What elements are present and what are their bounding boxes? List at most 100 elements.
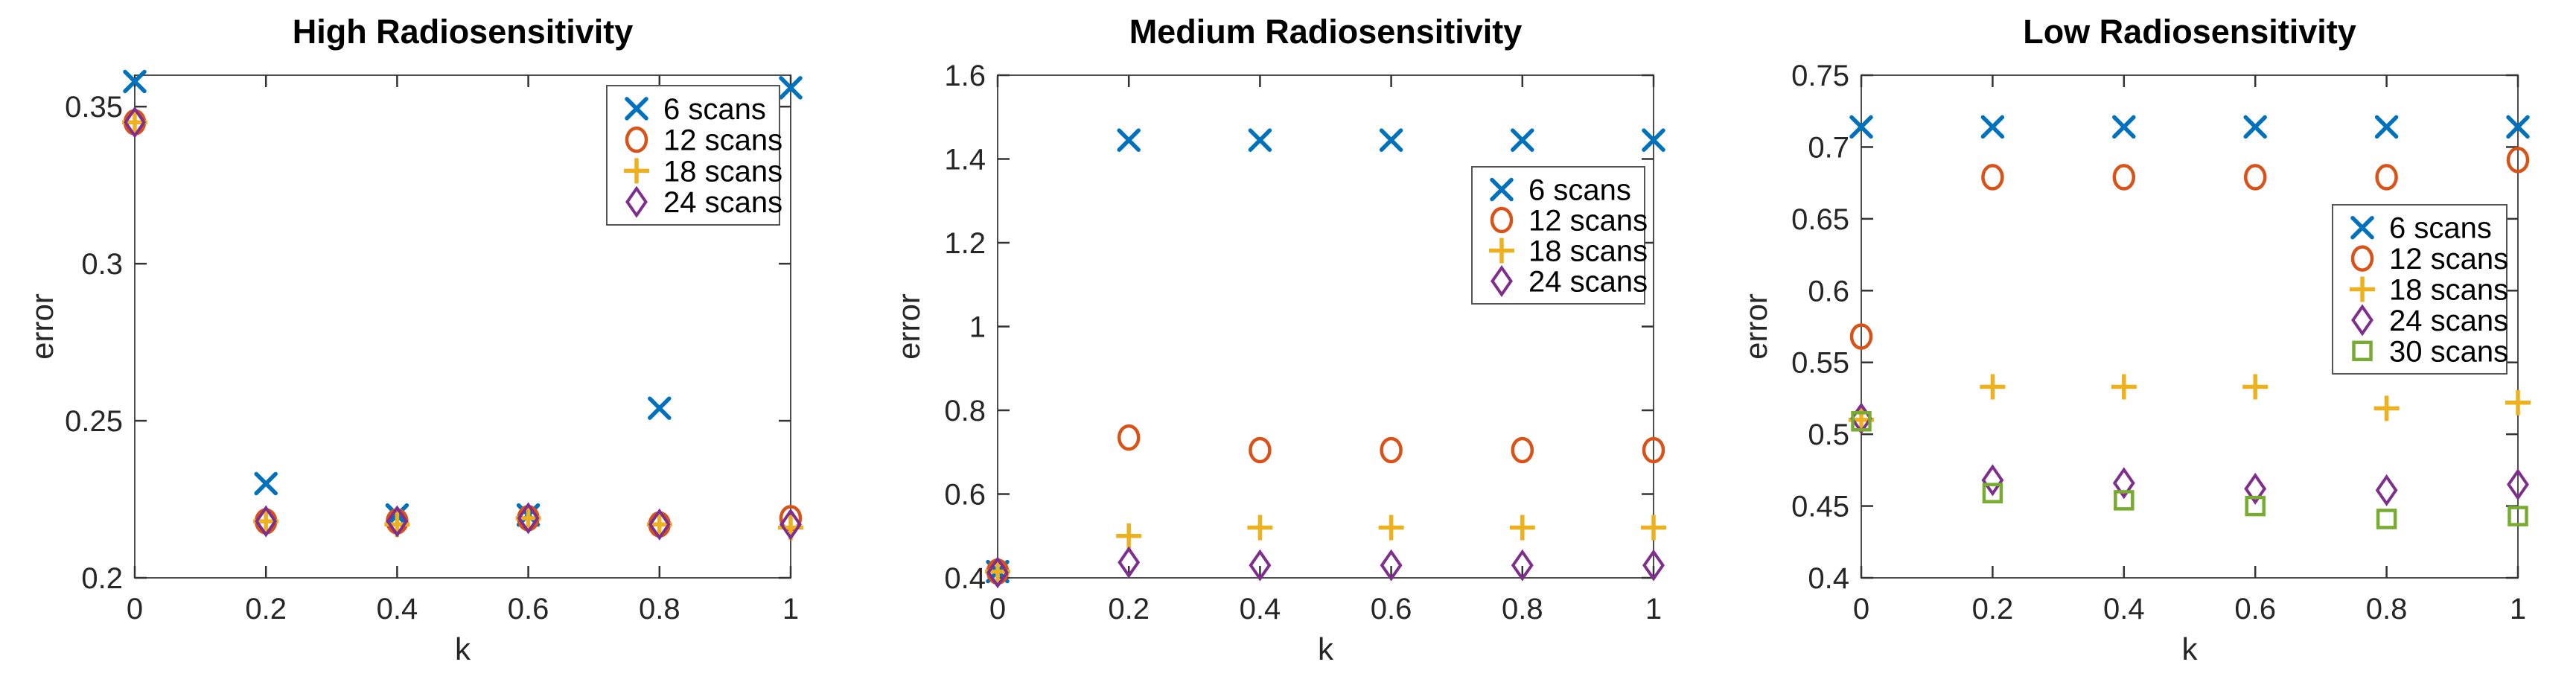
- data-point-d: [517, 502, 540, 535]
- data-point-x: [2243, 115, 2267, 139]
- x-tick-label: 0.4: [377, 593, 418, 625]
- data-point-o: [1380, 436, 1403, 464]
- y-axis-label: error: [25, 293, 60, 360]
- data-point-s: [2376, 509, 2397, 529]
- data-point-s: [2245, 495, 2266, 517]
- x-axis-label: k: [455, 631, 471, 666]
- data-point-x: [1379, 128, 1403, 152]
- data-point-+: [2373, 395, 2400, 421]
- data-point-x: [648, 396, 672, 420]
- data-point-x: [1849, 115, 1873, 139]
- data-point-+: [2242, 374, 2269, 400]
- data-point-x: [779, 76, 803, 100]
- data-point-d: [255, 505, 278, 538]
- chart-title: High Radiosensitivity: [293, 13, 634, 51]
- data-point-o: [2375, 164, 2398, 191]
- y-axis-label: error: [891, 293, 926, 360]
- data-point-+: [2111, 374, 2137, 400]
- data-point-x: [254, 471, 278, 496]
- data-point-o: [2112, 164, 2136, 191]
- y-tick-label: 0.45: [1791, 491, 1849, 523]
- data-point-d: [2507, 468, 2529, 501]
- data-point-o: [1249, 436, 1272, 464]
- data-point-d: [2244, 472, 2267, 505]
- axes-frame: [997, 74, 1654, 579]
- x-tick-label: 0.4: [1240, 593, 1281, 625]
- legend-marker-+: [1489, 238, 1514, 264]
- x-tick-label: 0.6: [508, 593, 549, 625]
- data-point-x: [1980, 115, 2005, 139]
- legend-marker-o: [2350, 245, 2374, 272]
- legend-label: 24 scans: [1528, 266, 1648, 299]
- x-tick-label: 0: [127, 593, 143, 625]
- legend-marker-d: [2351, 304, 2373, 337]
- y-tick-label: 0.6: [944, 479, 986, 512]
- data-point-d: [1118, 546, 1141, 579]
- legend-marker-x: [2350, 215, 2374, 240]
- data-point-o: [1642, 436, 1665, 464]
- data-point-s: [2508, 506, 2528, 526]
- y-tick-label: 1.2: [944, 227, 986, 260]
- x-tick-label: 0.6: [2234, 593, 2276, 625]
- data-point-+: [1116, 523, 1142, 549]
- data-point-d: [386, 505, 409, 538]
- data-point-o: [1511, 436, 1534, 464]
- data-point-d: [780, 508, 802, 541]
- y-tick-label: 0.4: [944, 562, 986, 595]
- legend-label: 12 scans: [2389, 243, 2508, 276]
- x-tick-label: 1: [2510, 593, 2526, 625]
- data-point-s: [1982, 483, 2003, 503]
- data-point-o: [1849, 323, 1873, 350]
- y-tick-label: 0.25: [65, 405, 123, 438]
- y-tick-label: 0.4: [1808, 562, 1849, 595]
- data-point-x: [1117, 128, 1141, 152]
- y-tick-label: 0.55: [1791, 347, 1849, 380]
- y-tick-label: 0.2: [81, 562, 123, 595]
- legend-marker-x: [625, 97, 648, 121]
- data-point-d: [1642, 549, 1665, 582]
- y-tick-label: 1.6: [944, 60, 986, 92]
- y-tick-label: 1: [969, 311, 986, 344]
- data-point-x: [1642, 128, 1665, 152]
- data-point-x: [123, 69, 147, 94]
- legend-marker-d: [625, 185, 648, 218]
- data-point-+: [1247, 515, 1273, 541]
- y-tick-label: 0.65: [1791, 203, 1849, 236]
- data-point-o: [2506, 147, 2530, 174]
- x-axis-label: k: [1318, 631, 1334, 666]
- data-point-x: [2112, 115, 2136, 139]
- legend-label: 6 scans: [2389, 212, 2492, 245]
- x-tick-label: 0.8: [1502, 593, 1543, 625]
- y-tick-label: 0.5: [1808, 418, 1849, 451]
- data-point-o: [2243, 164, 2267, 191]
- x-tick-label: 0: [989, 593, 1006, 625]
- legend-marker-+: [2350, 276, 2375, 302]
- data-point-x: [2506, 115, 2530, 139]
- x-tick-label: 0.4: [2103, 593, 2145, 625]
- data-point-o: [1117, 424, 1141, 451]
- data-point-d: [1249, 549, 1272, 582]
- chart-title: Medium Radiosensitivity: [1129, 13, 1523, 51]
- legend-marker-o: [1490, 206, 1514, 234]
- data-point-d: [1511, 549, 1534, 582]
- data-point-d: [1380, 549, 1403, 582]
- legend-label: 12 scans: [1528, 205, 1648, 238]
- data-point-d: [1981, 464, 2004, 497]
- x-tick-label: 0.8: [2366, 593, 2408, 625]
- x-tick-label: 0.2: [245, 593, 287, 625]
- legend-label: 6 scans: [1528, 174, 1631, 207]
- axes-frame: [134, 74, 791, 579]
- chart-title: Low Radiosensitivity: [2023, 13, 2356, 51]
- legend-label: 18 scans: [2389, 274, 2508, 307]
- legend-label: 30 scans: [2389, 335, 2508, 368]
- legend-label: 24 scans: [2389, 305, 2508, 337]
- data-point-+: [1509, 515, 1535, 541]
- legend-marker-x: [1490, 177, 1514, 202]
- data-point-o: [1981, 164, 2004, 191]
- data-point-x: [1248, 128, 1272, 152]
- y-tick-label: 0.35: [65, 91, 123, 124]
- legend-label: 12 scans: [663, 124, 782, 157]
- y-tick-label: 1.4: [944, 144, 986, 176]
